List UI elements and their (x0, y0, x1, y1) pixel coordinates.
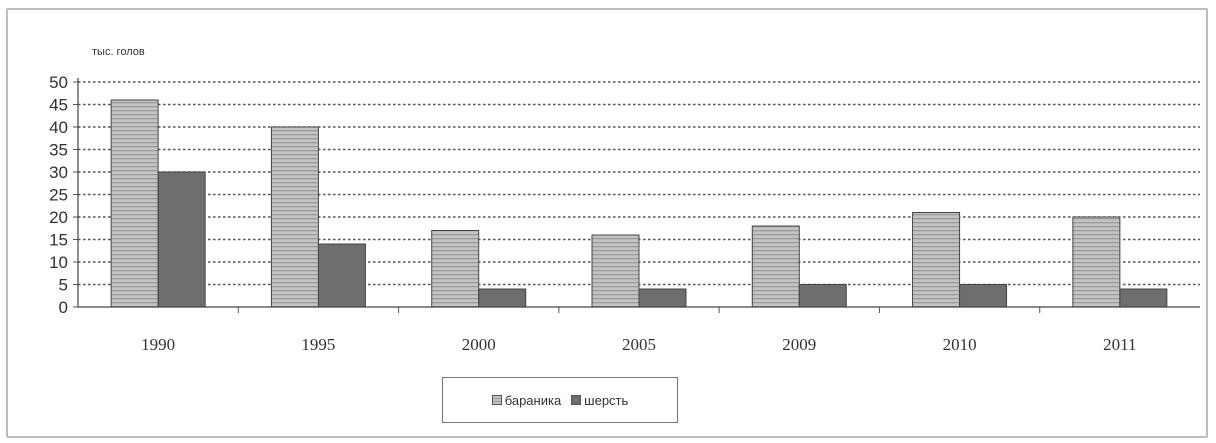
y-tick-label: 50 (49, 73, 68, 92)
legend-label-series-1: бараника (504, 392, 562, 408)
x-tick-label: 2000 (462, 335, 496, 354)
bar-1 (110, 99, 159, 308)
y-tick-label: 15 (49, 231, 68, 250)
x-tick-label: 2005 (622, 335, 656, 354)
y-tick-label: 0 (59, 298, 68, 317)
x-axis-ticks: 1990 1995 2000 2005 2009 2010 2011 (141, 335, 1136, 354)
bar-1 (1072, 216, 1121, 308)
bar-1 (431, 230, 480, 308)
legend-entry-series-2: шерсть (571, 393, 628, 408)
y-axis-ticks: 0 5 10 15 20 25 30 35 40 45 50 (49, 73, 78, 317)
bar-1 (751, 225, 800, 308)
bar-1 (270, 126, 319, 308)
legend: бараника шерсть (442, 377, 678, 423)
bar-2 (478, 288, 527, 308)
y-tick-label: 10 (49, 253, 68, 272)
axes (77, 78, 1200, 313)
x-tick-label: 1990 (141, 335, 175, 354)
x-tick-label: 2010 (943, 335, 977, 354)
y-tick-label: 35 (49, 141, 68, 160)
y-tick-label: 25 (49, 186, 68, 205)
y-tick-label: 45 (49, 96, 68, 115)
bar-2 (798, 284, 847, 308)
y-tick-label: 20 (49, 208, 68, 227)
bar-1 (912, 212, 961, 308)
chart-frame (6, 8, 1208, 438)
legend-entry-series-1: бараника (491, 392, 562, 408)
bar-2 (157, 171, 206, 308)
bar-2 (317, 243, 366, 308)
bar-2 (1119, 288, 1168, 308)
y-tick-label: 5 (59, 276, 68, 295)
bar-2 (638, 288, 687, 308)
legend-label-series-2: шерсть (584, 392, 629, 408)
x-tick-label: 1995 (301, 335, 335, 354)
x-tick-label: 2011 (1103, 335, 1136, 354)
x-tick-label: 2009 (782, 335, 816, 354)
bar-2 (959, 284, 1008, 308)
y-tick-label: 40 (49, 118, 68, 137)
unit-label: тыс. голов (92, 46, 145, 58)
bars (110, 99, 1168, 308)
legend-swatch-series-1 (491, 395, 502, 405)
legend-swatch-series-2 (571, 395, 582, 405)
y-tick-label: 30 (49, 163, 68, 182)
bar-1 (591, 234, 640, 308)
